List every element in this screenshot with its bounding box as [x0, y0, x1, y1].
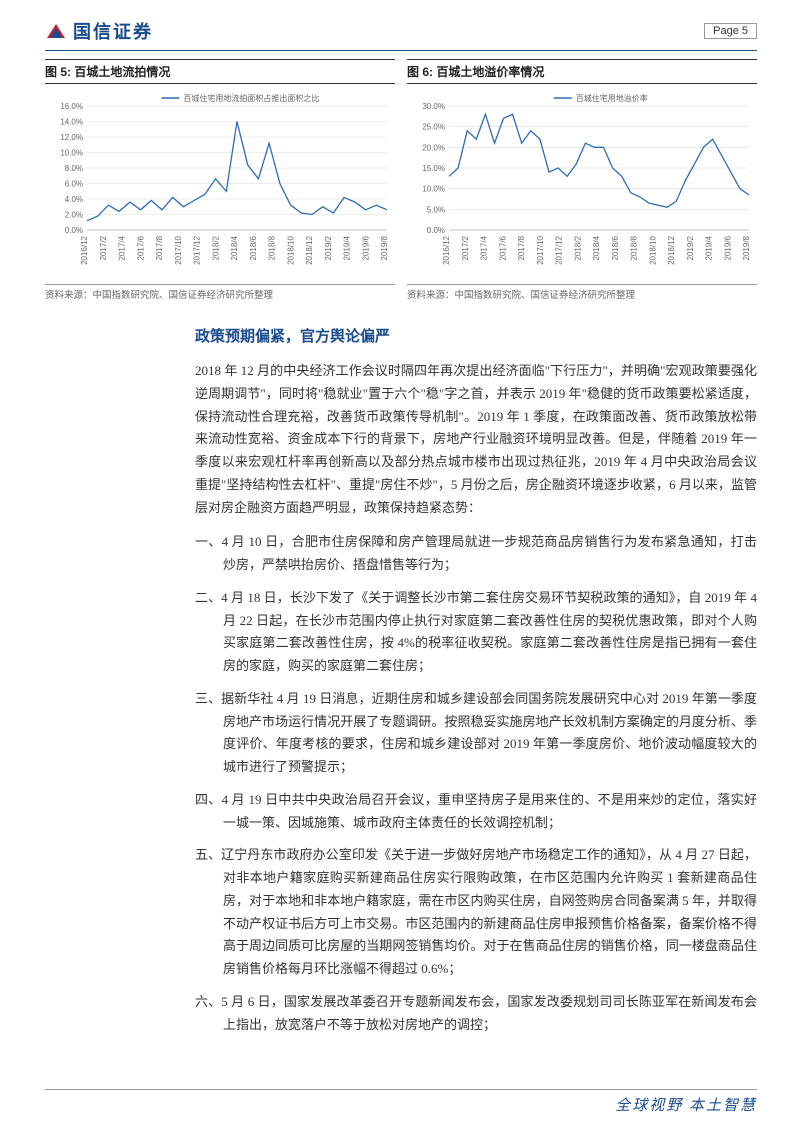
- svg-text:2017/6: 2017/6: [498, 235, 507, 260]
- chart6-cell: 图 6: 百城土地溢价率情况 0.0% 5.0% 10.0% 15.0% 20.0% 25…: [407, 59, 757, 301]
- svg-text:2019/2: 2019/2: [686, 235, 695, 260]
- logo-block: 国信证券: [45, 18, 153, 44]
- svg-text:2019/4: 2019/4: [705, 235, 714, 260]
- company-name: 国信证券: [73, 18, 153, 44]
- svg-text:16.0%: 16.0%: [60, 102, 83, 111]
- svg-text:2017/12: 2017/12: [555, 235, 564, 264]
- numbered-list: 一、4 月 10 日，合肥市住房保障和房产管理局就进一步规范商品房销售行为发布紧…: [195, 531, 757, 1036]
- svg-text:15.0%: 15.0%: [422, 164, 445, 173]
- svg-text:2018/2: 2018/2: [573, 235, 582, 260]
- svg-text:0.0%: 0.0%: [65, 226, 83, 235]
- svg-text:百城住宅用地流拍面积占推出面积之比: 百城住宅用地流拍面积占推出面积之比: [183, 93, 319, 103]
- chart6-plot: 0.0% 5.0% 10.0% 15.0% 20.0% 25.0% 30.0% 2016/12…: [407, 88, 757, 278]
- list-item: 二、4 月 18 日，长沙下发了《关于调整长沙市第二套住房交易环节契税政策的通知…: [195, 587, 757, 678]
- svg-text:6.0%: 6.0%: [65, 180, 83, 189]
- svg-text:8.0%: 8.0%: [65, 164, 83, 173]
- page-footer: 全球视野 本土智慧: [45, 1089, 757, 1115]
- svg-text:2017/6: 2017/6: [136, 235, 145, 260]
- svg-text:2017/4: 2017/4: [118, 235, 127, 260]
- svg-text:2017/2: 2017/2: [461, 235, 470, 260]
- svg-text:2017/10: 2017/10: [174, 235, 183, 264]
- intro-paragraph: 2018 年 12 月的中央经济工作会议时隔四年再次提出经济面临"下行压力"，并…: [195, 360, 757, 519]
- svg-text:2018/4: 2018/4: [230, 235, 239, 260]
- svg-text:12.0%: 12.0%: [60, 133, 83, 142]
- svg-text:2017/10: 2017/10: [536, 235, 545, 264]
- svg-text:30.0%: 30.0%: [422, 102, 445, 111]
- chart5-title: 图 5: 百城土地流拍情况: [45, 59, 395, 84]
- svg-text:2018/10: 2018/10: [648, 235, 657, 264]
- svg-text:20.0%: 20.0%: [422, 143, 445, 152]
- svg-text:4.0%: 4.0%: [65, 195, 83, 204]
- svg-text:2018/10: 2018/10: [286, 235, 295, 264]
- chart5-plot: 0.0% 2.0% 4.0% 6.0% 8.0% 10.0% 12.0% 14.0% 16.0%…: [45, 88, 395, 278]
- page-number: Page 5: [704, 23, 757, 39]
- svg-text:2019/6: 2019/6: [361, 235, 370, 260]
- chart6-title: 图 6: 百城土地溢价率情况: [407, 59, 757, 84]
- svg-text:2019/8: 2019/8: [742, 235, 751, 260]
- svg-text:14.0%: 14.0%: [60, 118, 83, 127]
- chart6-source: 资料来源：中国指数研究院、国信证券经济研究所整理: [407, 284, 757, 301]
- charts-row: 图 5: 百城土地流拍情况 0.0% 2.0% 4.0% 6.0% 8.0% 10.0% 1…: [45, 59, 757, 301]
- svg-text:2017/4: 2017/4: [480, 235, 489, 260]
- svg-text:0.0%: 0.0%: [427, 226, 445, 235]
- svg-text:2018/2: 2018/2: [211, 235, 220, 260]
- svg-text:2018/4: 2018/4: [592, 235, 601, 260]
- chart5-source: 资料来源：中国指数研究院、国信证券经济研究所整理: [45, 284, 395, 301]
- svg-text:5.0%: 5.0%: [427, 205, 445, 214]
- svg-text:2018/8: 2018/8: [630, 235, 639, 260]
- page-header: 国信证券 Page 5: [45, 18, 757, 51]
- svg-text:百城住宅用地溢价率: 百城住宅用地溢价率: [576, 93, 648, 103]
- section-heading: 政策预期偏紧，官方舆论偏严: [195, 325, 757, 346]
- svg-text:2017/2: 2017/2: [99, 235, 108, 260]
- list-item: 一、4 月 10 日，合肥市住房保障和房产管理局就进一步规范商品房销售行为发布紧…: [195, 531, 757, 577]
- list-item: 四、4 月 19 日中共中央政治局召开会议，重申坚持房子是用来住的、不是用来炒的…: [195, 789, 757, 835]
- list-item: 六、5 月 6 日，国家发展改革委召开专题新闻发布会，国家发改委规划司司长陈亚军…: [195, 991, 757, 1037]
- svg-text:2018/12: 2018/12: [305, 235, 314, 264]
- svg-text:2.0%: 2.0%: [65, 211, 83, 220]
- svg-text:2019/6: 2019/6: [723, 235, 732, 260]
- svg-text:2019/4: 2019/4: [343, 235, 352, 260]
- svg-text:10.0%: 10.0%: [60, 149, 83, 158]
- svg-text:2017/12: 2017/12: [193, 235, 202, 264]
- svg-text:10.0%: 10.0%: [422, 185, 445, 194]
- svg-text:2016/12: 2016/12: [442, 235, 451, 264]
- list-item: 五、辽宁丹东市政府办公室印发《关于进一步做好房地产市场稳定工作的通知》，从 4 …: [195, 844, 757, 981]
- svg-text:2019/2: 2019/2: [324, 235, 333, 260]
- svg-text:2017/8: 2017/8: [517, 235, 526, 260]
- svg-text:2017/8: 2017/8: [155, 235, 164, 260]
- svg-text:2019/8: 2019/8: [380, 235, 389, 260]
- svg-text:2016/12: 2016/12: [80, 235, 89, 264]
- chart5-cell: 图 5: 百城土地流拍情况 0.0% 2.0% 4.0% 6.0% 8.0% 10.0% 1…: [45, 59, 395, 301]
- svg-text:2018/8: 2018/8: [268, 235, 277, 260]
- svg-text:2018/12: 2018/12: [667, 235, 676, 264]
- svg-text:25.0%: 25.0%: [422, 123, 445, 132]
- svg-text:2018/6: 2018/6: [249, 235, 258, 260]
- svg-text:2018/6: 2018/6: [611, 235, 620, 260]
- list-item: 三、据新华社 4 月 19 日消息，近期住房和城乡建设部会同国务院发展研究中心对…: [195, 688, 757, 779]
- company-logo-icon: [45, 22, 67, 40]
